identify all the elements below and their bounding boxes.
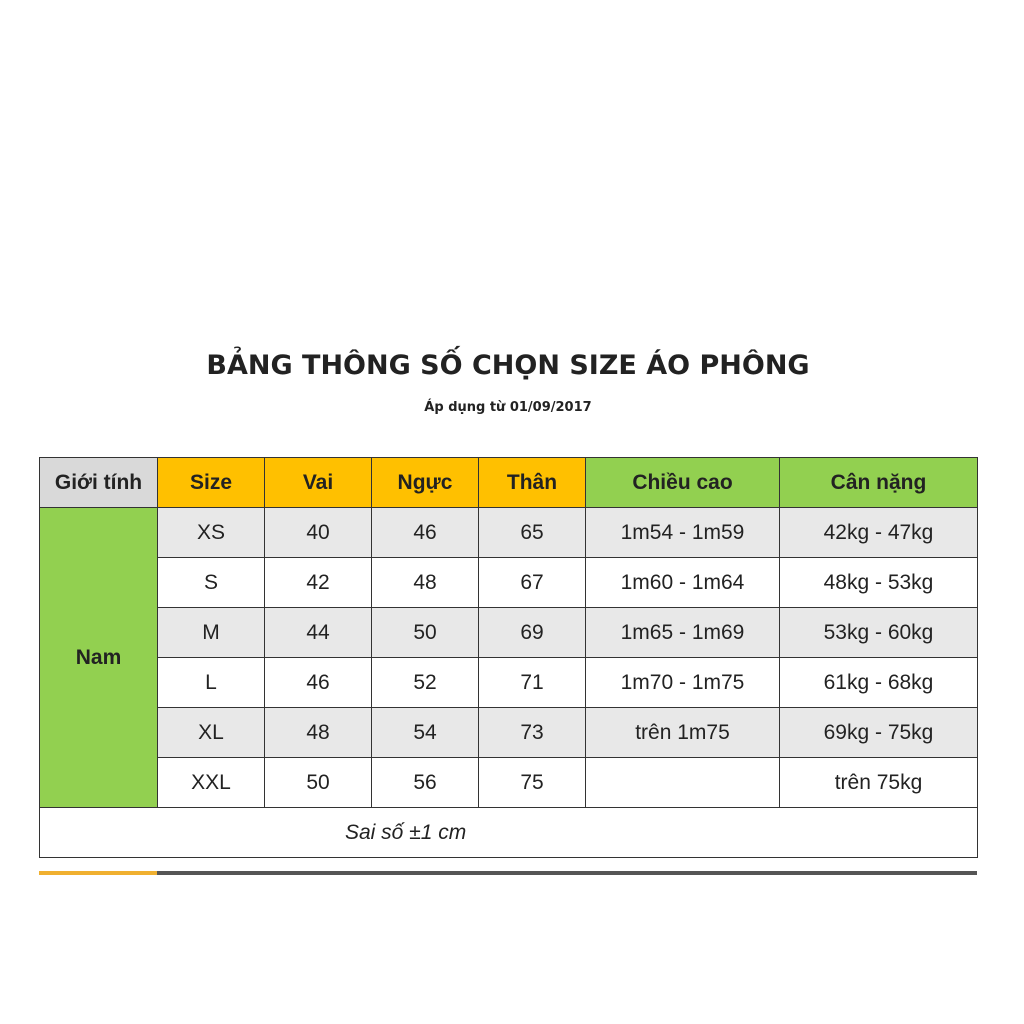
table-cell: 1m70 - 1m75 <box>585 657 780 708</box>
table-cell: 46 <box>264 657 372 708</box>
table-cell: 46 <box>371 507 479 558</box>
table-cell: 67 <box>478 557 586 608</box>
table-cell: 69kg - 75kg <box>779 707 978 758</box>
table-row: L 46 52 71 1m70 - 1m75 61kg - 68kg <box>40 657 978 708</box>
header-row: Giới tính Size Vai Ngực Thân Chiều cao C… <box>39 457 978 508</box>
header-gender: Giới tính <box>39 457 158 508</box>
table-cell: 50 <box>371 607 479 658</box>
table-cell: 48 <box>264 707 372 758</box>
table-cell: 1m60 - 1m64 <box>585 557 780 608</box>
table-cell: 48kg - 53kg <box>779 557 978 608</box>
table-row: Nam XS 40 46 65 1m54 - 1m59 42kg - 47kg <box>39 507 978 808</box>
table-cell: 56 <box>371 757 479 808</box>
page-title: BẢNG THÔNG SỐ CHỌN SIZE ÁO PHÔNG <box>206 350 810 381</box>
table-cell: XS <box>157 507 265 558</box>
note-row: Sai số ±1 cm <box>39 807 978 858</box>
header-length: Thân <box>478 457 586 508</box>
table-cell: L <box>157 657 265 708</box>
table-cell: 69 <box>478 607 586 658</box>
header-size: Size <box>157 457 265 508</box>
table-cell: 1m65 - 1m69 <box>585 607 780 658</box>
table-cell: XXL <box>157 757 265 808</box>
table-cell: 71 <box>478 657 586 708</box>
divider <box>39 871 977 875</box>
header-height: Chiều cao <box>585 457 780 508</box>
header-weight: Cân nặng <box>779 457 978 508</box>
table-cell: 44 <box>264 607 372 658</box>
table-cell: 61kg - 68kg <box>779 657 978 708</box>
table-cell: 48 <box>371 557 479 608</box>
table-cell: 54 <box>371 707 479 758</box>
table-cell: 42 <box>264 557 372 608</box>
table-cell: 1m54 - 1m59 <box>585 507 780 558</box>
header-chest: Ngực <box>371 457 479 508</box>
table-cell: M <box>157 607 265 658</box>
table-row: M 44 50 69 1m65 - 1m69 53kg - 60kg <box>40 607 978 658</box>
table-cell: 52 <box>371 657 479 708</box>
table-row: XL 48 54 73 trên 1m75 69kg - 75kg <box>40 707 978 758</box>
table-cell: 75 <box>478 757 586 808</box>
table-cell: XL <box>157 707 265 758</box>
table-cell: S <box>157 557 265 608</box>
table-row: S 42 48 67 1m60 - 1m64 48kg - 53kg <box>40 557 978 608</box>
table-cell: trên 75kg <box>779 757 978 808</box>
table-cell <box>585 757 780 808</box>
table-cell: 50 <box>264 757 372 808</box>
header-shoulder: Vai <box>264 457 372 508</box>
table-cell: trên 1m75 <box>585 707 780 758</box>
table-cell: 42kg - 47kg <box>779 507 978 558</box>
table-row: XXL 50 56 75 trên 75kg <box>40 757 978 808</box>
table-cell: 73 <box>478 707 586 758</box>
size-table: Giới tính Size Vai Ngực Thân Chiều cao C… <box>39 457 978 858</box>
page-subtitle: Áp dụng từ 01/09/2017 <box>424 400 592 415</box>
table-cell: 53kg - 60kg <box>779 607 978 658</box>
tolerance-note: Sai số ±1 cm <box>39 807 978 858</box>
table-cell: 65 <box>478 507 586 558</box>
gender-cell: Nam <box>39 507 158 808</box>
table-cell: 40 <box>264 507 372 558</box>
